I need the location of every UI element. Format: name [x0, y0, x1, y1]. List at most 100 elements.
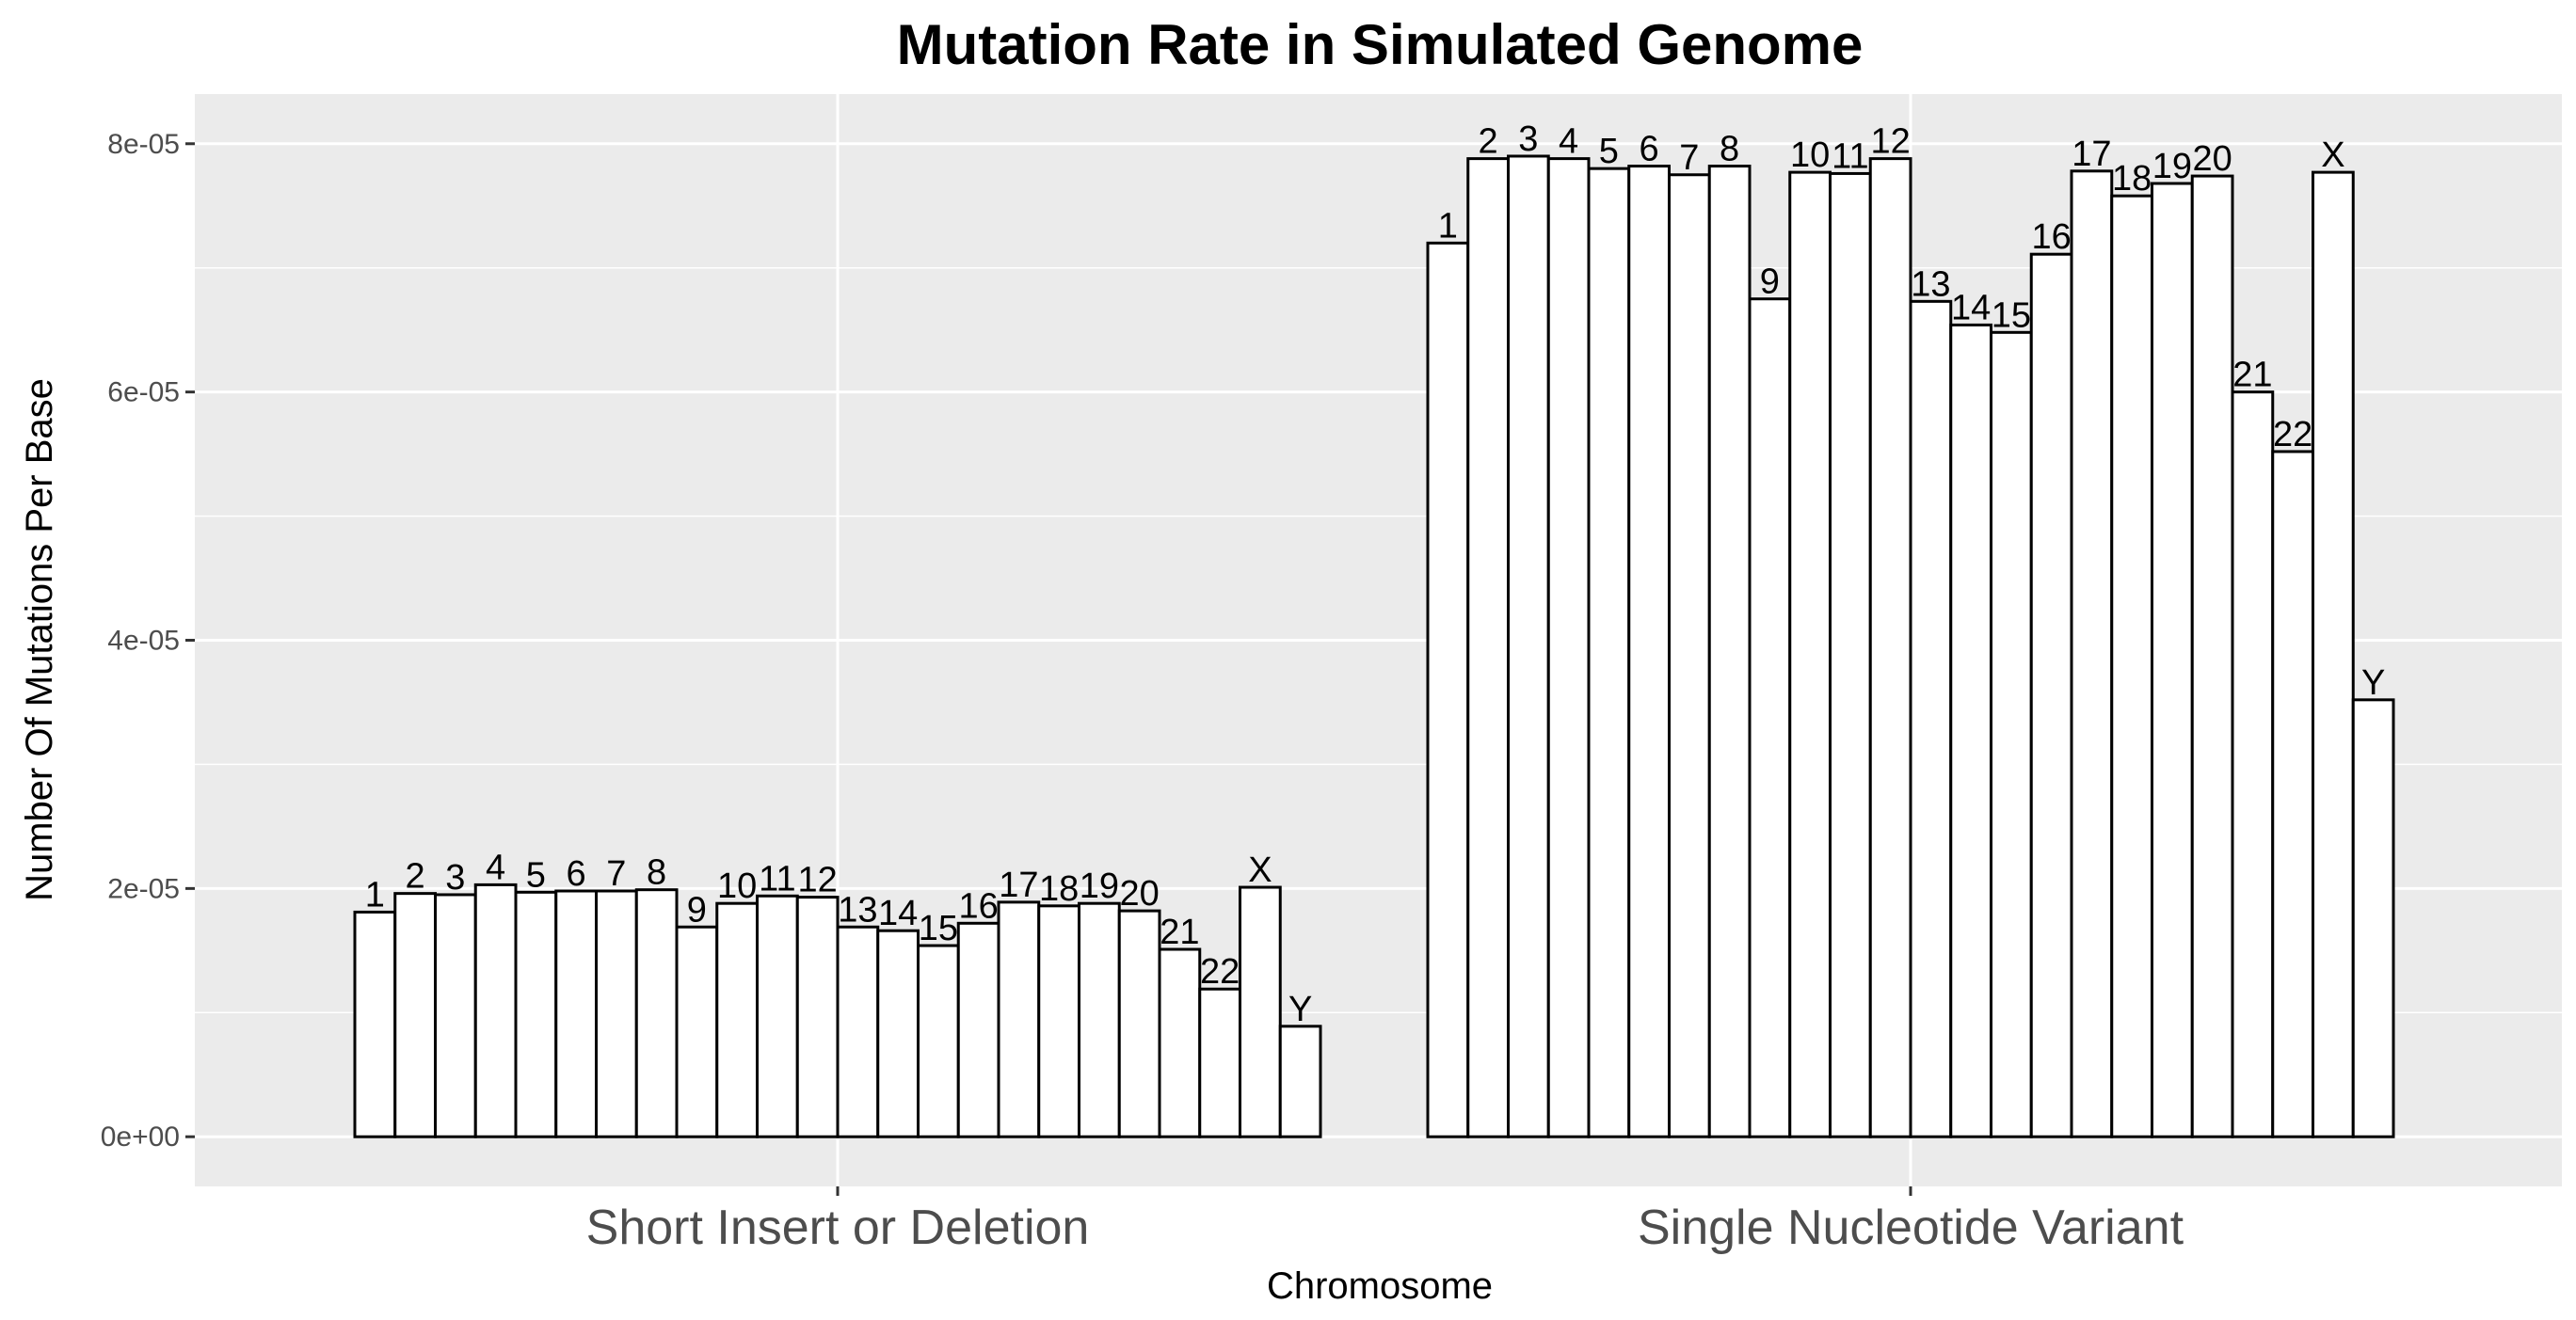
x-tick-label: Single Nucleotide Variant	[1638, 1201, 2184, 1255]
y-tick-label: 0e+00	[101, 1121, 180, 1153]
bar	[353, 910, 397, 1138]
bar-label: 12	[797, 861, 837, 900]
bar-label: 1	[1438, 206, 1458, 246]
bar-label: 15	[919, 909, 958, 948]
bar	[917, 944, 960, 1138]
bar	[1748, 297, 1792, 1138]
bar	[554, 889, 598, 1138]
bar-label: 2	[1479, 122, 1498, 162]
bar-label: 21	[2232, 356, 2272, 395]
bar	[2029, 252, 2073, 1138]
bar-label: 18	[1039, 869, 1079, 909]
bar-label: 17	[999, 866, 1038, 905]
bar-label: 22	[1200, 952, 1240, 992]
bar-label: 19	[2152, 147, 2192, 186]
bar-label: 2	[406, 857, 425, 897]
bar	[876, 929, 920, 1138]
bar	[1507, 154, 1550, 1138]
bar-label: 6	[567, 854, 586, 894]
bar	[1627, 165, 1671, 1138]
bar	[795, 896, 840, 1138]
y-tick-label: 8e-05	[107, 129, 180, 160]
bar	[1278, 1025, 1322, 1138]
bar-label: 14	[1951, 288, 1991, 327]
bar-label: 4	[486, 848, 505, 887]
bar-label: 7	[1679, 138, 1699, 178]
bar	[1239, 885, 1282, 1138]
bar	[756, 894, 799, 1138]
bar	[393, 892, 437, 1138]
bar	[473, 883, 518, 1138]
bar-label: 1	[365, 875, 385, 914]
bar-label: 15	[1992, 295, 2031, 335]
chart-title: Mutation Rate in Simulated Genome	[897, 13, 1864, 76]
bar	[595, 889, 638, 1138]
bar-label: Y	[1288, 990, 1312, 1029]
bar	[836, 925, 880, 1138]
bar-label: 3	[445, 858, 465, 898]
bar-label: 18	[2112, 159, 2152, 199]
bar-label: 9	[1760, 262, 1780, 302]
x-axis-title: Chromosome	[1267, 1265, 1493, 1307]
bar	[1707, 165, 1752, 1138]
bar-label: 16	[2031, 217, 2071, 257]
bar-label: 11	[1832, 136, 1868, 176]
bar-label: X	[2321, 135, 2344, 175]
bar	[1158, 947, 1202, 1138]
bar	[1788, 170, 1832, 1138]
x-tick-label: Short Insert or Deletion	[586, 1201, 1090, 1255]
bar-label: 22	[2273, 415, 2312, 454]
bar	[1587, 167, 1631, 1138]
bar	[1990, 330, 2033, 1138]
x-axis: Short Insert or Deletion Single Nucleotid…	[586, 1186, 2184, 1255]
bar-label: 7	[606, 854, 626, 894]
bar-label: 21	[1160, 913, 1199, 952]
bar	[2151, 182, 2194, 1138]
y-tick-label: 6e-05	[107, 377, 180, 408]
bar	[514, 890, 558, 1138]
bar-label: 5	[526, 855, 546, 895]
bar	[2190, 174, 2234, 1138]
bar	[956, 921, 1000, 1138]
bar	[1037, 904, 1080, 1138]
bar-label: 13	[1911, 264, 1950, 304]
bar-label: 11	[759, 859, 795, 899]
bar-label: 10	[1790, 135, 1830, 175]
bar-series	[353, 154, 2395, 1138]
bar-label: 4	[1559, 122, 1578, 162]
bar-label: 19	[1080, 867, 1119, 906]
bar	[2070, 169, 2114, 1138]
bar	[1829, 171, 1872, 1138]
bar	[1868, 157, 1912, 1138]
bar	[1949, 323, 1992, 1138]
bar-label: 5	[1599, 132, 1619, 171]
bar	[1546, 157, 1591, 1138]
bar	[1466, 157, 1510, 1138]
y-tick-label: 2e-05	[107, 873, 180, 904]
bar	[1117, 909, 1161, 1138]
bar-label: 9	[687, 890, 707, 930]
bar-label: X	[1248, 851, 1272, 890]
bar	[634, 888, 679, 1138]
y-tick-label: 4e-05	[107, 626, 180, 657]
bar	[434, 893, 477, 1138]
bar-label: 14	[878, 894, 918, 933]
bar	[1078, 901, 1121, 1138]
bar-label: 20	[2192, 139, 2232, 179]
bar-label: 6	[1640, 130, 1659, 169]
bar	[675, 925, 719, 1138]
bar-label: 16	[958, 886, 998, 926]
y-axis-title: Number Of Mutations Per Base	[19, 378, 60, 901]
bar	[2271, 450, 2314, 1138]
bar-label: 8	[647, 853, 666, 893]
bar-label: 12	[1870, 122, 1910, 162]
bar-label: 20	[1119, 874, 1159, 914]
bar-label: 17	[2072, 135, 2111, 174]
bar	[2351, 698, 2395, 1138]
bar	[2312, 170, 2355, 1138]
bar	[715, 901, 759, 1138]
bar	[1668, 173, 1711, 1138]
bar-label: Y	[2361, 663, 2385, 703]
